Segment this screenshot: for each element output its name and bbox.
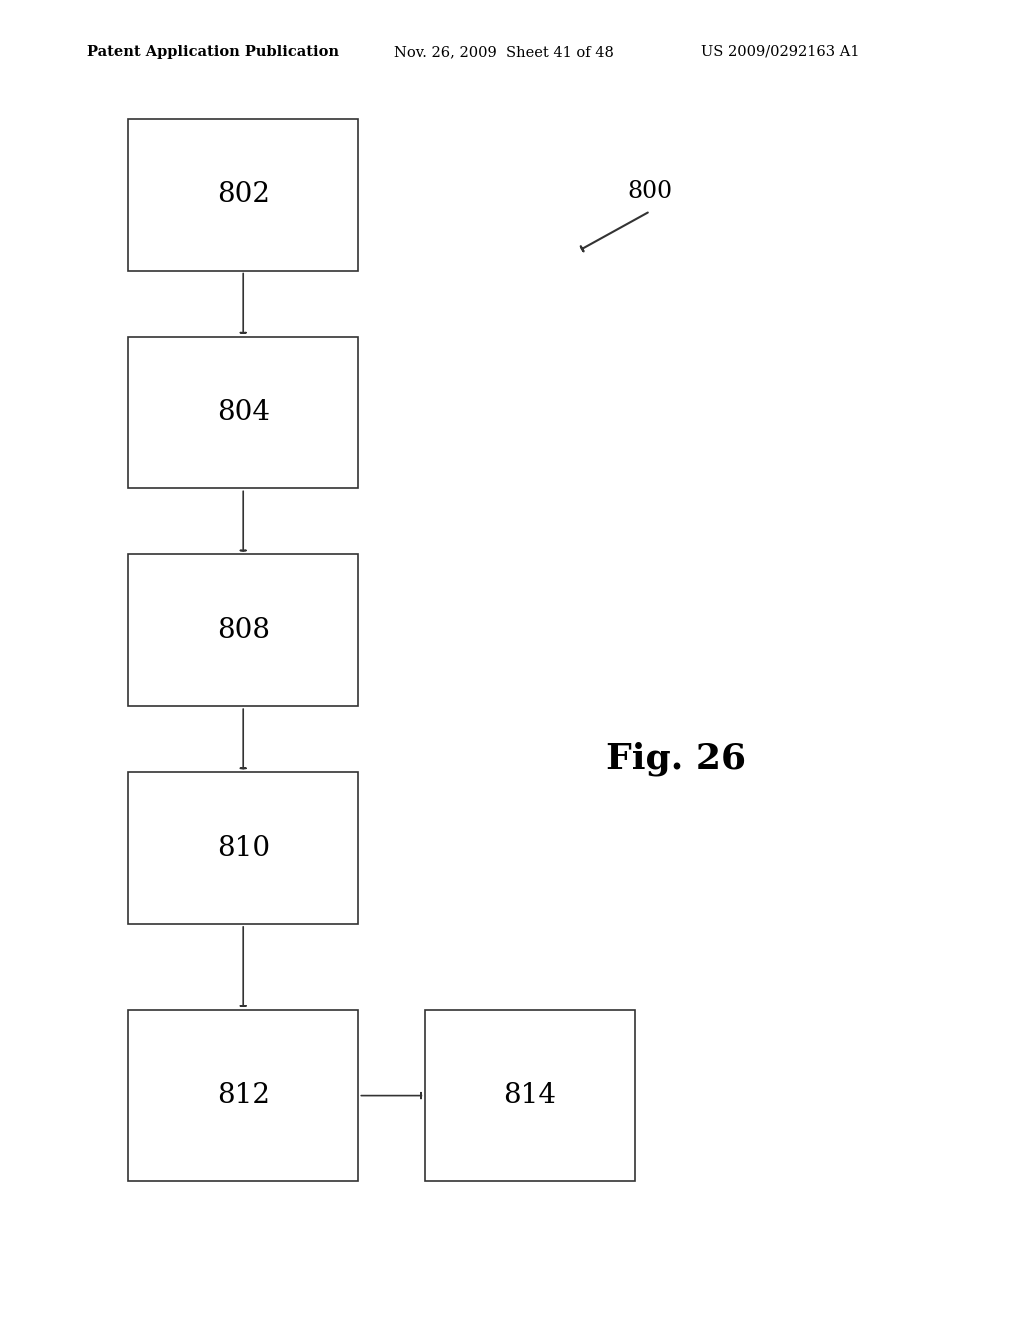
Text: Fig. 26: Fig. 26	[606, 742, 745, 776]
Text: Nov. 26, 2009  Sheet 41 of 48: Nov. 26, 2009 Sheet 41 of 48	[394, 45, 614, 59]
Bar	[128, 337, 358, 488]
Bar	[128, 1010, 358, 1181]
Text: 802: 802	[217, 181, 269, 209]
Bar	[128, 119, 358, 271]
Text: 812: 812	[217, 1082, 269, 1109]
Bar	[128, 554, 358, 706]
Text: Patent Application Publication: Patent Application Publication	[87, 45, 339, 59]
Bar	[128, 772, 358, 924]
Text: 800: 800	[628, 180, 673, 203]
Text: 808: 808	[217, 616, 269, 644]
Bar	[425, 1010, 635, 1181]
Text: 814: 814	[504, 1082, 556, 1109]
Text: US 2009/0292163 A1: US 2009/0292163 A1	[701, 45, 860, 59]
Text: 810: 810	[217, 834, 269, 862]
Text: 804: 804	[217, 399, 269, 426]
